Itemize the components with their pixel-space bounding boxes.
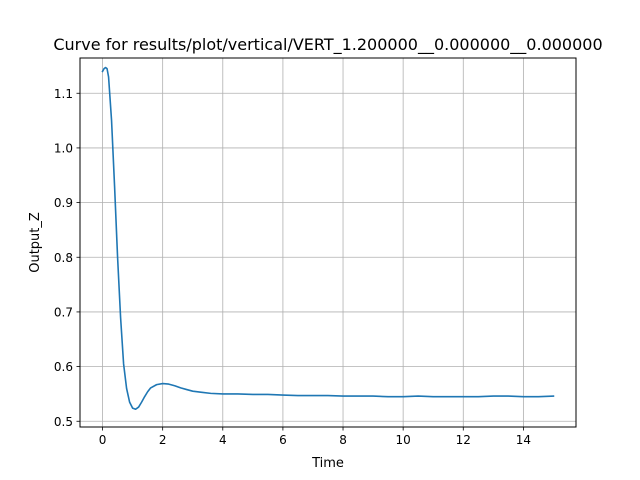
x-tick-label: 6 (279, 433, 287, 447)
tick-layer: 0 2 4 6 8 10 12 14 0.5 0.6 0.7 0.8 0.9 1.0 1.1 (54, 87, 531, 447)
plot-frame (79, 57, 577, 428)
series-line (101, 66, 555, 411)
x-tick-label: 14 (516, 433, 531, 447)
y-tick-label: 1.0 (54, 141, 73, 155)
chart-title: Curve for results/plot/vertical/VERT_1.2… (53, 35, 602, 55)
y-tick-label: 1.1 (54, 87, 73, 101)
series-layer (101, 66, 555, 411)
x-tick-label: 0 (99, 433, 107, 447)
y-tick-label: 0.5 (54, 415, 73, 429)
y-tick-label: 0.7 (54, 305, 73, 319)
x-tick-label: 4 (219, 433, 227, 447)
y-tick-label: 0.9 (54, 196, 73, 210)
x-tick-label: 8 (339, 433, 347, 447)
y-tick-label: 0.8 (54, 251, 73, 265)
grid-layer (80, 58, 576, 427)
x-tick-label: 10 (396, 433, 411, 447)
x-tick-label: 2 (159, 433, 167, 447)
x-tick-label: 12 (456, 433, 471, 447)
y-tick-label: 0.6 (54, 360, 73, 374)
x-axis-label: Time (311, 456, 344, 471)
y-axis-label: Output_Z (28, 212, 43, 273)
